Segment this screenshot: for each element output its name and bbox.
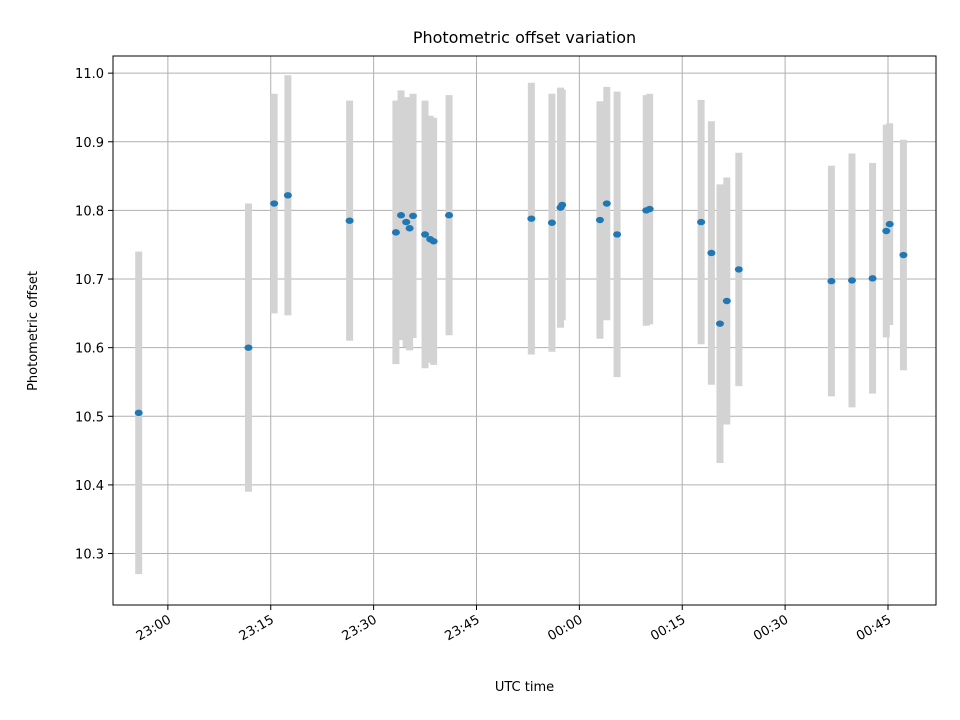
y-tick-label: 11.0 — [75, 67, 104, 82]
data-point — [707, 249, 716, 257]
y-tick-label: 10.7 — [75, 273, 104, 288]
data-point — [734, 266, 743, 273]
x-tick-label: 23:45 — [443, 612, 483, 644]
data-point — [613, 231, 622, 238]
x-tick-label: 00:30 — [751, 612, 791, 644]
data-point — [391, 229, 400, 236]
plot-area-frame — [112, 55, 937, 606]
data-point — [827, 277, 836, 285]
error-bars — [135, 75, 907, 575]
y-axis-label: Photometric offset — [26, 271, 41, 391]
y-tick-label: 10.9 — [75, 136, 104, 151]
x-tick-label: 23:30 — [340, 612, 380, 644]
data-point — [244, 344, 253, 351]
data-point — [715, 320, 724, 327]
data-point — [595, 216, 604, 224]
y-tick-label: 10.5 — [75, 410, 104, 425]
data-point — [885, 220, 894, 228]
y-tick-label: 10.4 — [75, 479, 104, 494]
data-point — [429, 238, 438, 245]
data-points — [134, 192, 908, 417]
data-point — [445, 212, 454, 219]
x-tick-label: 00:00 — [545, 612, 585, 644]
data-point — [421, 231, 430, 238]
data-point — [134, 409, 143, 417]
y-tick-label: 10.8 — [75, 204, 104, 219]
y-tick-label: 10.6 — [75, 342, 104, 357]
data-point — [527, 215, 536, 222]
data-point — [645, 205, 654, 213]
x-tick-label: 23:15 — [237, 612, 277, 644]
data-point — [602, 200, 611, 207]
x-axis-ticks: 23:00 23:15 23:30 23:45 00:00 00:15 00:30 00:45 — [134, 605, 894, 644]
data-point — [270, 200, 279, 207]
chart-title: Photometric offset variation — [413, 28, 636, 47]
data-point — [409, 212, 418, 220]
data-point — [882, 227, 891, 235]
data-point — [868, 275, 877, 282]
data-point — [405, 225, 414, 232]
y-tick-label: 10.3 — [75, 548, 104, 563]
x-tick-label: 23:00 — [134, 612, 174, 644]
data-point — [345, 217, 354, 224]
y-axis-ticks: 10.3 10.4 10.5 10.6 10.7 10.8 10.9 11.0 — [75, 67, 113, 563]
grid-lines — [113, 56, 936, 605]
x-tick-label: 00:15 — [648, 612, 688, 644]
data-point — [283, 192, 292, 199]
x-tick-label: 00:45 — [854, 612, 894, 644]
data-point — [402, 218, 411, 226]
data-point — [697, 218, 706, 226]
data-point — [847, 277, 856, 284]
x-axis-label: UTC time — [495, 680, 554, 695]
data-point — [722, 297, 731, 305]
data-point — [547, 219, 556, 226]
data-point — [899, 251, 908, 259]
data-point — [558, 201, 567, 209]
data-point — [397, 212, 406, 219]
